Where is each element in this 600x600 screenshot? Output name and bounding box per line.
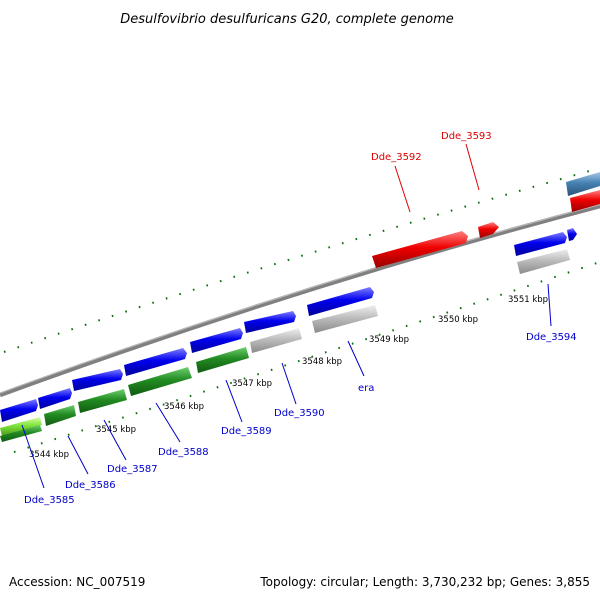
gene-label-dde-3593[interactable]: Dde_3593	[441, 131, 492, 142]
gene-label-dde-3585[interactable]: Dde_3585	[24, 495, 75, 506]
gene-label-dde-3590[interactable]: Dde_3590	[274, 408, 325, 419]
scale-label-3546-kbp: 3546 kbp	[164, 402, 204, 412]
scale-label-3550-kbp: 3550 kbp	[438, 315, 478, 325]
gene-feature[interactable]	[128, 367, 192, 396]
gene-feature[interactable]	[124, 348, 187, 376]
gene-labels: Dde_3585 Dde_3586 Dde_3587 Dde_3588 Dde_…	[24, 131, 577, 506]
lower-strand-features	[0, 249, 570, 442]
gene-label-era[interactable]: era	[358, 383, 374, 394]
gene-label-leaders	[21, 143, 552, 489]
genome-summary-text: Topology: circular; Length: 3,730,232 bp…	[259, 575, 590, 589]
gene-feature[interactable]	[307, 287, 374, 316]
gene-feature[interactable]	[372, 231, 468, 268]
gene-label-dde-3587[interactable]: Dde_3587	[107, 464, 158, 475]
gene-label-dde-3589[interactable]: Dde_3589	[221, 426, 272, 437]
upper-strand-features	[0, 172, 600, 422]
gene-feature[interactable]	[0, 425, 42, 442]
gene-label-dde-3592[interactable]: Dde_3592	[371, 152, 422, 163]
genome-backbone	[0, 203, 600, 398]
scale-label-3551-kbp: 3551 kbp	[508, 295, 548, 305]
gene-feature[interactable]	[0, 417, 42, 436]
gene-feature[interactable]	[514, 232, 567, 256]
scale-label-3545-kbp: 3545 kbp	[96, 425, 136, 435]
scale-label-3548-kbp: 3548 kbp	[302, 357, 342, 367]
gene-feature[interactable]	[44, 405, 76, 426]
gene-label-dde-3594[interactable]: Dde_3594	[526, 332, 577, 343]
gene-feature[interactable]	[478, 222, 499, 238]
scale-label-3547-kbp: 3547 kbp	[232, 379, 272, 389]
gene-feature[interactable]	[38, 388, 72, 409]
gene-feature[interactable]	[196, 347, 249, 373]
gene-feature[interactable]	[566, 172, 600, 196]
scale-label-3544-kbp: 3544 kbp	[29, 450, 69, 460]
genome-backbone-highlight	[0, 203, 600, 394]
gene-feature[interactable]	[567, 228, 577, 241]
gene-feature[interactable]	[190, 328, 243, 353]
gene-feature[interactable]	[312, 305, 378, 333]
gene-feature[interactable]	[250, 328, 302, 353]
gene-feature[interactable]	[244, 311, 296, 333]
gene-feature[interactable]	[0, 399, 38, 422]
gene-feature[interactable]	[78, 389, 127, 413]
accession-text: Accession: NC_007519	[9, 575, 145, 589]
gene-label-dde-3588[interactable]: Dde_3588	[158, 447, 209, 458]
gene-feature[interactable]	[72, 369, 123, 391]
scale-labels: 3544 kbp 3545 kbp 3546 kbp 3547 kbp 3548…	[29, 295, 548, 460]
gene-label-dde-3586[interactable]: Dde_3586	[65, 480, 116, 491]
scale-label-3549-kbp: 3549 kbp	[369, 335, 409, 345]
map-title: Desulfovibrio desulfuricans G20, complet…	[120, 12, 454, 27]
gene-feature[interactable]	[517, 249, 570, 274]
gene-feature[interactable]	[570, 190, 600, 212]
upper-scale-ticks	[3, 167, 600, 353]
